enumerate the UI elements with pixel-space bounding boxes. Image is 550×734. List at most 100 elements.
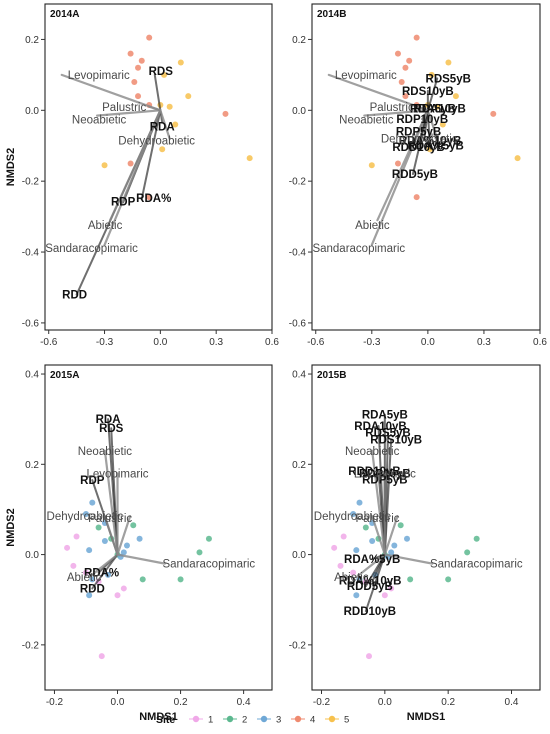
site-4-point — [394, 160, 401, 167]
site-2-point — [196, 549, 203, 556]
site-3-point — [123, 542, 130, 549]
vector-label: RDA%5yB — [408, 141, 464, 153]
x-tick-label: 0.0 — [153, 337, 167, 348]
vector-arrow — [116, 515, 132, 556]
site-3-point — [353, 547, 360, 554]
vector-arrow — [153, 73, 162, 112]
vector-label: Sandaracopimaric — [45, 243, 138, 255]
vector-label: RDS — [99, 423, 124, 435]
y-axis-label: NMDS2 — [5, 508, 17, 547]
site-2-point — [473, 535, 480, 542]
vector-label: Levopimaric — [335, 70, 397, 82]
site-2-point — [464, 549, 471, 556]
vector-label: RDA5yB — [410, 104, 456, 116]
vector-label: RDA10yB — [354, 421, 406, 433]
site-5-point — [172, 121, 179, 128]
y-tick-label: 0.0 — [292, 106, 306, 117]
site-5-point — [426, 146, 433, 153]
y-tick-label: -0.6 — [289, 318, 307, 329]
y-tick-label: -0.2 — [22, 177, 40, 188]
site-4-point — [398, 78, 405, 85]
site-3-point — [120, 549, 127, 556]
site-2-point — [139, 576, 146, 583]
legend-key-1 — [192, 715, 200, 723]
vector-label: RDS5yB — [365, 428, 410, 440]
vector-label: RDP5yB — [396, 127, 441, 139]
vector-arrow — [370, 109, 429, 247]
vector-label: RDA%10yB — [339, 576, 402, 588]
vector-label: Neoabietic — [78, 446, 133, 458]
vector-arrow — [411, 109, 429, 176]
vector-arrow — [103, 449, 119, 556]
x-tick-label: 0.6 — [533, 337, 547, 348]
panel-2014B: 2014B -0.6 -0.3 0.0 0.3 0.6 0.2 0.0 -0.2 -0.4 -0.6… — [289, 3, 547, 348]
site-2-point — [397, 522, 404, 529]
site-4-point — [127, 160, 134, 167]
vector-arrow — [95, 109, 162, 117]
vector-label: RDP5yB — [362, 475, 407, 487]
vector-label: RDS10yB — [402, 86, 454, 98]
site-4-point — [406, 57, 413, 64]
site-1-point — [337, 562, 344, 569]
site-2-point — [362, 524, 369, 531]
vector-label: RDA10yB — [413, 104, 465, 116]
y-tick-label: 0.4 — [25, 370, 39, 381]
y-tick-label: -0.2 — [289, 640, 307, 651]
site-5-point — [445, 59, 452, 66]
site-3-point — [404, 535, 410, 542]
vector-label: Levopimaric — [87, 468, 149, 480]
x-tick-label: 0.4 — [237, 697, 251, 708]
legend-key-5 — [328, 715, 336, 723]
y-tick-label: 0.0 — [292, 550, 306, 561]
vector-label: RDD10yB — [392, 142, 444, 154]
site-4-point — [490, 110, 497, 117]
site-3-point — [369, 538, 376, 545]
site-5-point — [428, 71, 435, 78]
x-tick-label: 0.4 — [505, 697, 519, 708]
vector-arrow — [116, 553, 166, 565]
site-5-point — [368, 162, 375, 169]
vector-arrow — [159, 109, 171, 140]
site-5-point — [185, 93, 192, 100]
vector-arrow — [364, 553, 386, 588]
legend-label: 5 — [344, 715, 349, 726]
vector-label: RDD5yB — [347, 581, 393, 593]
site-1-point — [350, 569, 357, 576]
vector-label: Palustric — [102, 102, 146, 114]
site-3-point — [391, 542, 398, 549]
site-5-point — [177, 59, 184, 66]
vector-label: Palustric — [355, 513, 399, 525]
legend-label: 1 — [208, 715, 213, 726]
vector-arrow — [426, 109, 431, 147]
vector-label: Dehydroabietic — [314, 511, 391, 523]
y-tick-label: 0.2 — [292, 35, 306, 46]
vector-arrow — [426, 109, 439, 140]
site-3-point — [353, 592, 360, 599]
vector-label: Sandaracopimaric — [162, 559, 255, 571]
site-2-point — [130, 522, 137, 529]
x-tick-label: 0.0 — [111, 697, 125, 708]
site-2-point — [205, 535, 212, 542]
x-axis-label: NMDS1 — [139, 711, 178, 723]
site-5-point — [101, 162, 108, 169]
vector-arrow — [426, 77, 439, 112]
x-tick-label: 0.3 — [477, 337, 491, 348]
site-3-point — [86, 547, 93, 554]
panel-title: 2014B — [317, 9, 346, 20]
site-5-point — [166, 103, 173, 110]
site-3-point — [388, 549, 395, 556]
vector-label: Palustric — [88, 513, 132, 525]
site-3-point — [89, 576, 96, 583]
vector-arrow — [355, 553, 386, 579]
y-tick-label: -0.4 — [289, 248, 307, 259]
site-4-point — [413, 194, 420, 201]
site-5-point — [161, 71, 168, 78]
x-tick-label: -0.6 — [40, 337, 58, 348]
vector-arrows — [327, 73, 439, 247]
panel-2014A: 2014A -0.6 -0.3 0.0 0.3 0.6 0.2 0.0 -0.2 -0.4 -0.6… — [5, 3, 279, 348]
vector-label: RDD5yB — [392, 169, 438, 181]
legend-label: 4 — [310, 715, 315, 726]
y-tick-label: -0.2 — [289, 177, 307, 188]
vector-label: Dehydroabietic — [381, 134, 458, 146]
legend-label: 3 — [276, 715, 281, 726]
